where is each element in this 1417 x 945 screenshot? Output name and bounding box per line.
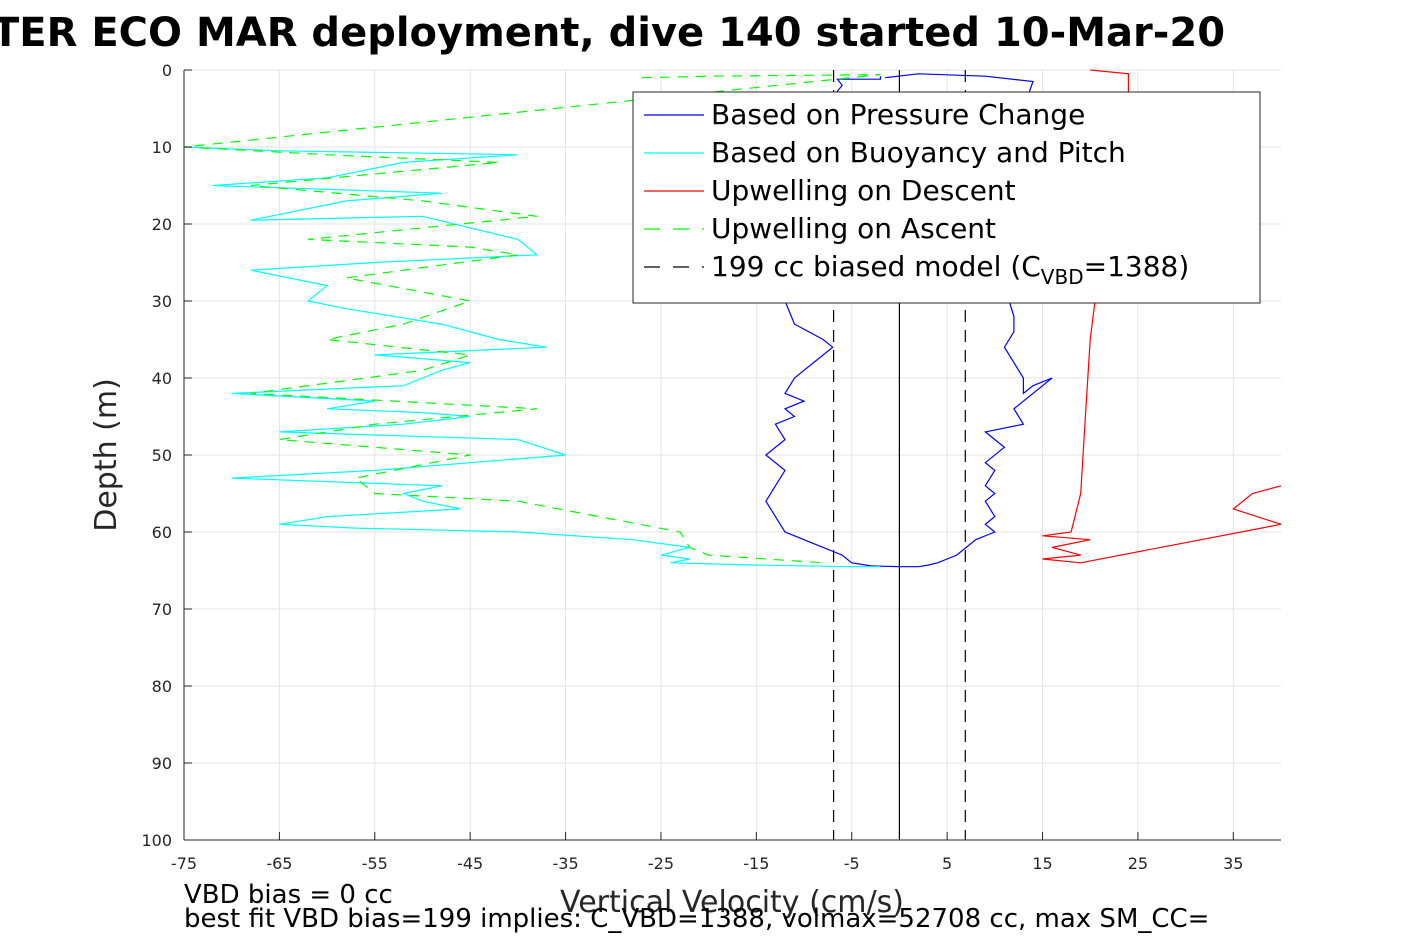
y-tick-label: 60 (152, 523, 172, 542)
legend-label: Upwelling on Ascent (711, 212, 996, 245)
x-axis-label: Vertical Velocity (cm/s) (560, 885, 904, 920)
legend-label: 199 cc biased model (CVBD=1388) (711, 250, 1189, 289)
legend: Based on Pressure Change Based on Buoyanc… (632, 91, 1261, 304)
x-tick-label: 15 (1032, 854, 1052, 873)
legend-label: Based on Pressure Change (711, 98, 1085, 131)
y-tick-label: 100 (141, 831, 172, 850)
y-tick-label: 40 (152, 369, 172, 388)
chart-title: TER ECO MAR deployment, dive 140 started… (0, 10, 1225, 56)
legend-label: Based on Buoyancy and Pitch (711, 136, 1126, 169)
y-tick-label: 30 (152, 292, 172, 311)
x-tick-label: 25 (1128, 854, 1148, 873)
y-tick-label: 0 (162, 61, 172, 80)
x-tick-label: -55 (362, 854, 388, 873)
x-tick-label: 35 (1223, 854, 1243, 873)
series-line (764, 73, 1053, 568)
y-tick-label: 70 (152, 600, 172, 619)
x-tick-label: -65 (266, 854, 292, 873)
y-tick-label: 50 (152, 446, 172, 465)
x-tick-label: -25 (648, 854, 674, 873)
x-tick-label: -45 (457, 854, 483, 873)
y-tick-label: 90 (152, 754, 172, 773)
y-tick-label: 10 (152, 138, 172, 157)
axes (183, 69, 1281, 841)
best-fit-note: best fit VBD bias=199 implies: C_VBD=138… (184, 904, 1209, 934)
x-tick-label: -15 (743, 854, 769, 873)
x-tick-label: -5 (844, 854, 860, 873)
tick-labels: -75 -65 -55 -45 -35 -25 -15 -5 5 15 25 350102030405… (141, 61, 1243, 873)
vbd-bias-note: VBD bias = 0 cc (184, 880, 393, 910)
x-tick-label: -35 (552, 854, 578, 873)
x-tick-label: 5 (942, 854, 952, 873)
y-tick-label: 20 (152, 215, 172, 234)
y-axis-label: Depth (m) (89, 378, 124, 532)
x-tick-label: -75 (171, 854, 197, 873)
series-line (183, 146, 881, 568)
y-tick-label: 80 (152, 677, 172, 696)
legend-label: Upwelling on Descent (711, 174, 1016, 207)
legend-box (632, 91, 1261, 304)
series-line (183, 74, 881, 564)
